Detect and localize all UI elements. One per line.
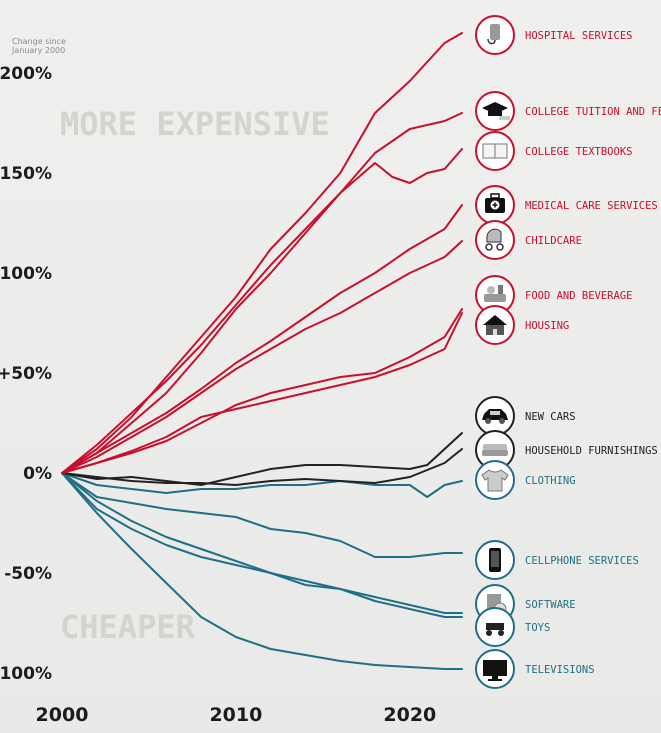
hospital-icon-glyph xyxy=(487,24,500,45)
legend-item: CELLPHONE SERVICES xyxy=(475,540,639,580)
series-legend: HOSPITAL SERVICES COLLEGE TUITION AND FEE… xyxy=(475,15,661,689)
legend-item: HOUSING xyxy=(475,305,569,345)
legend-label: HOUSING xyxy=(525,320,569,332)
legend-label: MEDICAL CARE SERVICES xyxy=(525,200,658,212)
series-line-food-and-beverage xyxy=(61,308,463,474)
sofa-icon-glyph xyxy=(482,444,508,456)
legend-item: TELEVISIONS xyxy=(475,649,595,689)
legend-item: HOSPITAL SERVICES xyxy=(475,15,632,55)
more-expensive-label: MORE EXPENSIVE xyxy=(60,105,330,143)
series-line-televisions xyxy=(61,472,463,670)
series-line-medical-care-services xyxy=(61,204,463,474)
legend-label: HOSPITAL SERVICES xyxy=(525,30,632,42)
y-tick-label: -50% xyxy=(4,564,52,584)
series-line-new-cars xyxy=(61,432,463,486)
x-tick-label: 2020 xyxy=(383,704,436,726)
series-line-household-furnishings xyxy=(61,448,463,486)
legend-label: SOFTWARE xyxy=(525,599,576,611)
shirt-icon-glyph xyxy=(481,469,509,492)
y-tick-label: +100% xyxy=(0,264,52,284)
house-icon-glyph xyxy=(483,315,507,335)
series-line-housing xyxy=(61,312,463,474)
y-tick-label: +200% xyxy=(0,64,52,84)
series-lines xyxy=(61,32,463,670)
series-line-clothing xyxy=(61,472,463,498)
legend-item: CHILDCARE xyxy=(475,220,582,260)
series-line-college-tuition-and-fees xyxy=(61,112,463,474)
cellphone-icon-glyph xyxy=(489,548,501,572)
y-tick-label: -100% xyxy=(0,664,52,684)
graduation-cap-icon-glyph xyxy=(482,102,510,120)
legend-label: HOUSEHOLD FURNISHINGS xyxy=(525,445,658,457)
car-icon-glyph xyxy=(482,409,508,424)
series-line-childcare xyxy=(61,240,463,474)
legend-label: NEW CARS xyxy=(525,411,576,423)
legend-label: TELEVISIONS xyxy=(525,664,595,676)
legend-item: HOUSEHOLD FURNISHINGS xyxy=(475,430,658,470)
television-icon-glyph xyxy=(483,660,507,681)
toys-icon-glyph xyxy=(486,623,504,636)
series-line-college-textbooks xyxy=(61,148,463,474)
series-line-cellphone-services xyxy=(61,472,463,558)
legend-item: COLLEGE TEXTBOOKS xyxy=(475,131,632,171)
legend-item: CLOTHING xyxy=(475,460,576,500)
chart-note-line1: Change since xyxy=(12,37,66,46)
series-line-toys xyxy=(61,472,463,618)
legend-label: COLLEGE TEXTBOOKS xyxy=(525,146,632,158)
legend-label: COLLEGE TUITION AND FEES xyxy=(525,106,661,118)
y-tick-label: 0% xyxy=(23,464,52,484)
y-axis: +200% +150% +100% +50% 0% -50% -100% xyxy=(0,64,52,684)
legend-label: CELLPHONE SERVICES xyxy=(525,555,639,567)
legend-item: TOYS xyxy=(475,607,550,647)
y-tick-label: +50% xyxy=(0,364,52,384)
food-icon-glyph xyxy=(484,285,506,302)
x-tick-label: 2000 xyxy=(36,704,89,726)
x-tick-label: 2010 xyxy=(209,704,262,726)
legend-item: COLLEGE TUITION AND FEES xyxy=(475,91,661,131)
legend-label: CHILDCARE xyxy=(525,235,582,247)
series-line-hospital-services xyxy=(61,32,463,474)
chart-note-line2: January 2000 xyxy=(11,46,65,55)
stroller-icon-glyph xyxy=(485,228,504,251)
legend-label: FOOD AND BEVERAGE xyxy=(525,290,632,302)
legend-label: TOYS xyxy=(525,622,550,634)
legend-item: FOOD AND BEVERAGE xyxy=(475,275,632,315)
medical-kit-icon-glyph xyxy=(485,193,505,213)
legend-item: MEDICAL CARE SERVICES xyxy=(475,185,658,225)
cheaper-label: CHEAPER xyxy=(60,608,196,646)
legend-label: CLOTHING xyxy=(525,475,576,487)
book-icon-glyph xyxy=(482,143,508,159)
y-tick-label: +150% xyxy=(0,164,52,184)
x-axis: 2000 2010 2020 xyxy=(36,704,437,726)
